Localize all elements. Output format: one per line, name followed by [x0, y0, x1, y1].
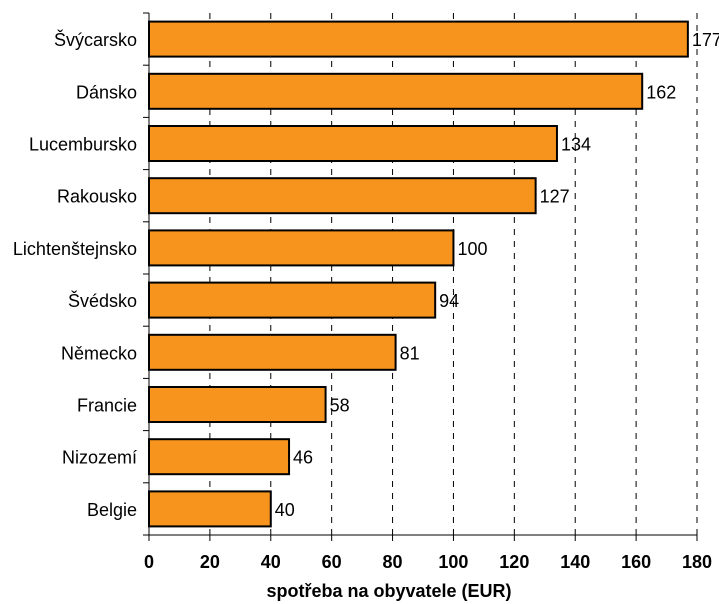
value-label-9: 40: [275, 500, 295, 520]
bar-7: [148, 386, 327, 423]
category-label-0: Švýcarsko: [54, 29, 137, 50]
bar-9: [148, 490, 272, 528]
bar-0: [148, 20, 689, 58]
labels: 177 Švýcarsko 162 Dánsko 134 Lucembursko 127 Ra…: [13, 29, 719, 572]
value-label-3: 127: [540, 187, 570, 207]
x-tick-label-120: 120: [499, 552, 529, 572]
category-label-3: Rakousko: [57, 187, 137, 207]
category-label-9: Belgie: [87, 500, 137, 520]
bar-4: [148, 229, 455, 267]
x-tick-label-0: 0: [144, 552, 154, 572]
bar-6: [148, 333, 397, 371]
value-label-4: 100: [457, 239, 487, 259]
x-axis-title: spotřeba na obyvatele (EUR): [266, 581, 511, 601]
category-label-6: Německo: [61, 343, 137, 363]
axes: [143, 12, 698, 541]
bar-2: [148, 125, 558, 162]
category-label-4: Lichtenštejnsko: [13, 239, 137, 259]
bars: [148, 20, 689, 528]
bar-1: [148, 72, 644, 110]
bar-3: [148, 177, 537, 215]
value-label-1: 162: [646, 82, 676, 102]
x-tick-label-160: 160: [621, 552, 651, 572]
value-label-7: 58: [330, 396, 350, 416]
x-tick-label-140: 140: [560, 552, 590, 572]
x-tick-label-20: 20: [200, 552, 220, 572]
x-tick-label-100: 100: [438, 552, 468, 572]
value-label-8: 46: [293, 448, 313, 468]
category-label-7: Francie: [77, 396, 137, 416]
category-label-2: Lucembursko: [29, 135, 137, 155]
category-label-1: Dánsko: [76, 82, 137, 102]
value-label-2: 134: [561, 135, 591, 155]
category-label-8: Nizozemí: [62, 448, 137, 468]
x-tick-label-60: 60: [322, 552, 342, 572]
category-label-5: Švédsko: [68, 290, 137, 311]
value-label-0: 177: [692, 30, 719, 50]
x-tick-label-180: 180: [682, 552, 712, 572]
x-tick-label-40: 40: [261, 552, 281, 572]
value-label-5: 94: [439, 291, 459, 311]
bar-8: [148, 438, 291, 476]
value-label-6: 81: [400, 343, 420, 363]
bar-5: [148, 281, 437, 319]
x-tick-label-80: 80: [383, 552, 403, 572]
